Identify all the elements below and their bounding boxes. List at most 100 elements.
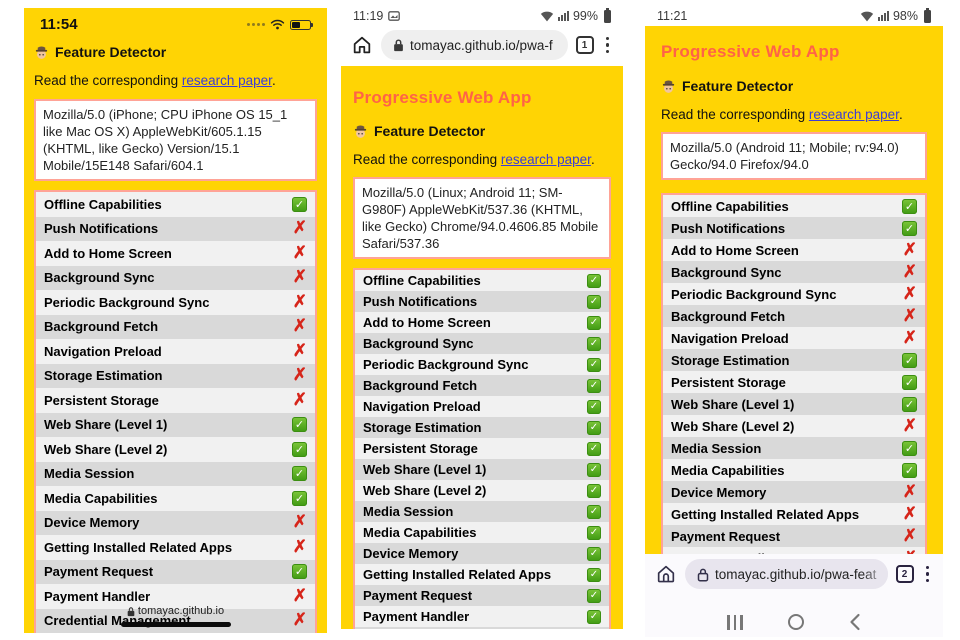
feature-row: Web Share (Level 2) — [355, 480, 609, 501]
ios-status-bar: 11:54 — [24, 8, 327, 33]
feature-row: Storage Estimation — [663, 349, 925, 371]
feature-row: Device Memory — [663, 481, 925, 503]
android-status-bar: 11:19 99% — [341, 4, 623, 26]
url-bar[interactable]: tomayac.github.io/pwa-f — [381, 30, 568, 60]
nav-home-icon[interactable] — [787, 614, 804, 630]
home-indicator[interactable] — [120, 622, 231, 627]
page-title: Feature Detector — [353, 123, 611, 139]
cellular-signal-icon — [877, 11, 889, 21]
feature-label: Background Fetch — [44, 319, 159, 335]
feature-row: Persistent Storage — [355, 438, 609, 459]
feature-row: Navigation Preload — [36, 339, 315, 364]
feature-row: Background Fetch — [36, 314, 315, 339]
feature-row: Add to Home Screen — [36, 241, 315, 266]
feature-row: Background Sync — [663, 261, 925, 283]
feature-label: Persistent Storage — [44, 392, 159, 408]
tab-switcher-button[interactable]: 2 — [895, 565, 914, 583]
recents-icon[interactable] — [727, 614, 743, 630]
feature-status-icon — [587, 525, 601, 540]
feature-status-icon — [292, 466, 307, 482]
feature-status-icon — [292, 441, 307, 457]
lock-icon — [127, 606, 135, 616]
feature-row: Payment Handler — [36, 584, 315, 609]
feature-status-icon — [903, 484, 917, 501]
feature-row: Background Fetch — [663, 305, 925, 327]
feature-row: Web Share (Level 2) — [36, 437, 315, 462]
feature-status-icon — [293, 514, 307, 531]
feature-label: Web Share (Level 1) — [363, 462, 487, 477]
feature-row: Device Memory — [36, 510, 315, 535]
feature-status-icon — [587, 567, 601, 582]
feature-status-icon — [587, 546, 601, 561]
feature-label: Background Fetch — [671, 308, 786, 324]
feature-label: Device Memory — [671, 484, 767, 500]
feature-label: Device Memory — [363, 546, 459, 561]
feature-row: Media Capabilities — [355, 522, 609, 543]
feature-label: Persistent Storage — [671, 374, 786, 390]
feature-row: Payment Handler — [663, 547, 925, 554]
feature-status-icon — [587, 294, 601, 309]
safari-domain-bar[interactable]: tomayac.github.io — [24, 605, 327, 617]
feature-row: Web Share (Level 1) — [36, 412, 315, 437]
menu-icon[interactable] — [922, 562, 934, 587]
url-bar[interactable]: tomayac.github.io/pwa-feat — [685, 559, 888, 589]
tab-switcher-button[interactable]: 1 — [575, 36, 594, 54]
feature-label: Getting Installed Related Apps — [671, 506, 860, 522]
feature-row: Background Sync — [36, 265, 315, 290]
feature-label: Push Notifications — [44, 221, 159, 237]
feature-status-icon — [902, 220, 917, 236]
home-icon[interactable] — [655, 563, 677, 585]
feature-row: Push Notifications — [663, 217, 925, 239]
feature-row: Payment Request — [355, 585, 609, 606]
feature-label: Add to Home Screen — [363, 315, 491, 330]
research-paper-link[interactable]: research paper — [181, 73, 272, 88]
research-paper-link[interactable]: research paper — [808, 107, 899, 122]
feature-label: Media Capabilities — [44, 490, 158, 506]
feature-label: Navigation Preload — [671, 330, 789, 346]
research-paper-link[interactable]: research paper — [500, 152, 591, 167]
feature-label: Payment Handler — [44, 588, 151, 604]
feature-row: Media Capabilities — [36, 486, 315, 511]
detective-icon — [35, 46, 48, 59]
feature-row: Persistent Storage — [36, 388, 315, 413]
back-icon[interactable] — [849, 613, 861, 631]
feature-status-icon — [293, 343, 307, 360]
clock: 11:19 — [353, 9, 384, 23]
feature-row: Web Share (Level 1) — [663, 393, 925, 415]
feature-status-icon — [902, 440, 917, 456]
feature-row: Offline Capabilities — [355, 270, 609, 291]
feature-row: Getting Installed Related Apps — [355, 564, 609, 585]
feature-status-icon — [587, 420, 601, 435]
page-title: Feature Detector — [661, 78, 927, 94]
page-heading: Progressive Web App — [661, 42, 840, 61]
feature-status-icon — [293, 539, 307, 556]
feature-label: Push Notifications — [363, 294, 478, 309]
feature-status-icon — [587, 336, 601, 351]
feature-label: Navigation Preload — [363, 399, 481, 414]
feature-label: Storage Estimation — [44, 368, 163, 384]
feature-row: Media Session — [663, 437, 925, 459]
feature-status-icon — [587, 588, 601, 603]
feature-label: Device Memory — [44, 515, 140, 531]
feature-label: Add to Home Screen — [671, 242, 799, 258]
lock-icon — [394, 39, 403, 52]
home-icon[interactable] — [351, 34, 373, 56]
feature-label: Media Capabilities — [671, 462, 785, 478]
feature-label: Persistent Storage — [363, 441, 478, 456]
feature-row: Persistent Storage — [663, 371, 925, 393]
feature-status-icon — [293, 220, 307, 237]
feature-label: Background Sync — [671, 264, 782, 280]
menu-icon[interactable] — [602, 33, 614, 58]
feature-row: Push Notifications — [355, 291, 609, 312]
feature-label: Navigation Preload — [44, 343, 162, 359]
feature-status-icon — [292, 490, 307, 506]
feature-status-icon — [587, 357, 601, 372]
url-text: tomayac.github.io/pwa-f — [410, 37, 553, 53]
feature-row: Web Share (Level 1) — [355, 459, 609, 480]
feature-status-icon — [587, 399, 601, 414]
feature-label: Background Sync — [363, 336, 474, 351]
firefox-toolbar: tomayac.github.io/pwa-feat 2 — [645, 554, 943, 594]
feature-row: Storage Estimation — [36, 363, 315, 388]
feature-label: Getting Installed Related Apps — [363, 567, 552, 582]
feature-status-icon — [293, 392, 307, 409]
